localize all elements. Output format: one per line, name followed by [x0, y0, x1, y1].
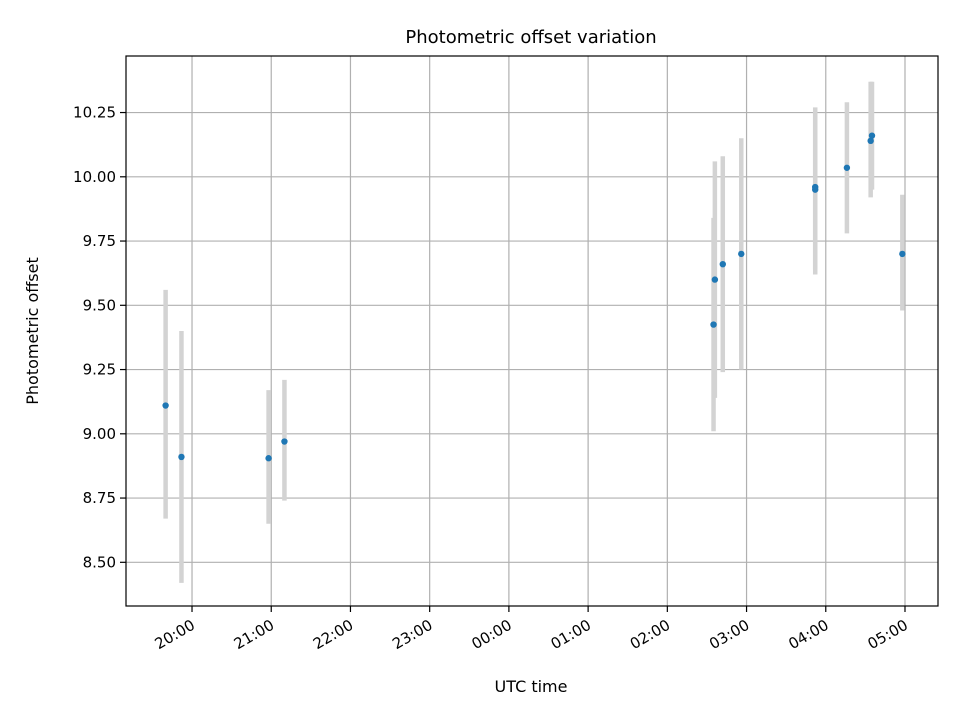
- data-point: [812, 183, 819, 191]
- y-tick-label: 8.50: [83, 553, 116, 571]
- y-axis-title: Photometric offset: [23, 257, 42, 405]
- data-point: [843, 164, 851, 171]
- y-axis-ticks: 8.50 8.75 9.00 9.25 9.50 9.75 10.00 10.25: [73, 104, 126, 571]
- chart-title: Photometric offset variation: [405, 27, 656, 48]
- data-points: [162, 132, 906, 462]
- data-point: [711, 276, 719, 283]
- y-tick-label: 9.25: [83, 361, 116, 379]
- data-point: [178, 453, 185, 461]
- data-point: [710, 321, 717, 328]
- data-point: [265, 455, 272, 462]
- y-tick-label: 9.50: [83, 296, 116, 314]
- data-point: [738, 250, 745, 258]
- y-tick-label: 8.75: [83, 489, 116, 507]
- y-tick-label: 9.00: [83, 425, 116, 443]
- plot-frame: [125, 55, 939, 607]
- y-tick-label: 10.25: [73, 104, 116, 122]
- grid: [126, 56, 938, 606]
- data-point: [162, 402, 169, 409]
- data-point: [281, 438, 288, 445]
- data-point: [868, 132, 876, 139]
- y-tick-label: 10.00: [73, 168, 116, 186]
- data-point: [867, 137, 874, 145]
- y-tick-label: 9.75: [83, 232, 116, 250]
- x-axis-title: UTC time: [495, 677, 568, 696]
- data-point: [899, 250, 906, 258]
- data-point: [719, 260, 726, 268]
